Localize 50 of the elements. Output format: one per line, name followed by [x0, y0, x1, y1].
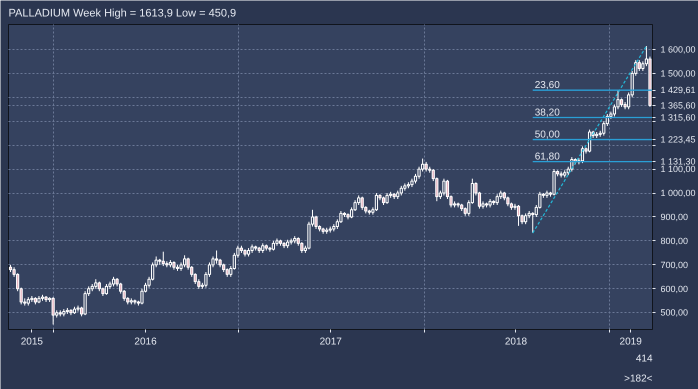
y-tick-label: 1 600,00 [660, 44, 696, 54]
candlestick [162, 251, 165, 267]
candlestick [360, 196, 364, 210]
x-tick-label: 2016 [134, 336, 158, 348]
candlestick [524, 212, 528, 225]
x-tick-label: 2019 [620, 336, 642, 348]
candlestick [506, 196, 510, 207]
y-tick-label: 600,00 [660, 284, 688, 294]
y-tick-label: 1 500,00 [660, 68, 696, 78]
candlestick [214, 250, 218, 264]
ref-line-label: 1 429,61 [660, 85, 696, 96]
candlestick [516, 204, 520, 226]
candlestick [374, 192, 378, 212]
candlestick [104, 284, 108, 296]
candlestick [400, 185, 403, 196]
candlestick [272, 240, 276, 251]
candlestick [94, 278, 98, 290]
candlestick [52, 296, 55, 325]
chart-title: PALLADIUM Week High = 1613,9 Low = 450,9 [8, 8, 236, 20]
x-tick-label: 2015 [20, 336, 44, 348]
x-tick-label: 2017 [320, 336, 342, 348]
candlestick [496, 194, 499, 206]
y-tick-label: 700,00 [660, 260, 688, 270]
y-tick-label: 1 365,60 [660, 100, 696, 111]
candlestick [385, 192, 389, 204]
x-tick-label: 2018 [504, 336, 528, 348]
ref-line-label: 1 223,45 [660, 134, 696, 145]
candlestick [84, 290, 87, 316]
y-tick-label: 1 000,00 [660, 188, 696, 198]
candlestick [552, 168, 556, 196]
candlestick [98, 281, 101, 292]
candlestick [442, 178, 446, 196]
y-tick-label: 1 100,00 [660, 164, 696, 174]
candlestick [112, 276, 116, 287]
annotation: 61,80 [534, 152, 560, 163]
text: >182< [624, 374, 653, 384]
candlestick [300, 242, 304, 254]
y-tick-label: 800,00 [660, 236, 688, 246]
annotation: 23,60 [534, 80, 560, 92]
annotation: 38,20 [534, 107, 560, 118]
candlestick [261, 242, 264, 254]
candlestick [424, 161, 428, 172]
ref-line-label: 1 131,30 [660, 156, 696, 167]
annotation: 50,00 [534, 130, 560, 141]
y-tick-label: 900,00 [660, 212, 688, 222]
candlestick [638, 60, 641, 72]
y-tick-label: 500,00 [660, 308, 688, 318]
candlestick [182, 254, 186, 268]
text: 414 [636, 354, 653, 364]
ref-line-label: 1 315,60 [660, 112, 696, 122]
